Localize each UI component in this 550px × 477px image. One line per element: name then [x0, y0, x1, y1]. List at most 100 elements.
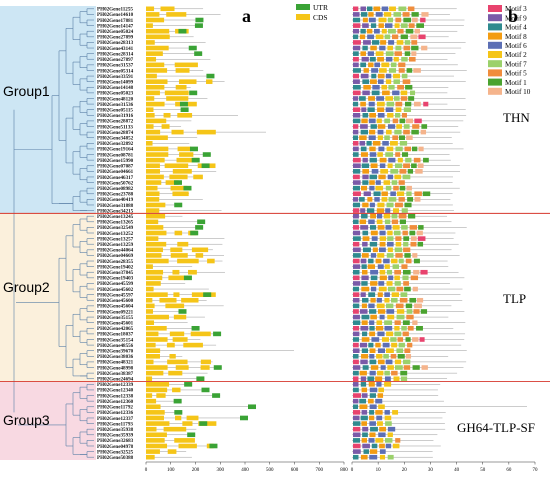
motif-block: [353, 454, 359, 460]
utr-block: [202, 152, 211, 157]
group3-label: Group3: [3, 412, 50, 428]
legend-motif-swatch: [488, 78, 502, 86]
motif-block: [404, 101, 412, 107]
motif-block: [398, 342, 405, 348]
motif-block: [384, 135, 390, 141]
utr-block: [209, 443, 218, 449]
motif-block: [398, 258, 404, 264]
motif-block: [403, 45, 411, 51]
motif-block: [378, 174, 386, 180]
axis-b-tick-label: 30: [428, 468, 434, 473]
motif-block: [353, 84, 361, 90]
motif-block: [370, 213, 377, 219]
motif-block: [369, 225, 377, 230]
axis-a-tick-label: 400: [241, 468, 249, 473]
motif-block: [418, 225, 424, 230]
motif-block: [353, 432, 361, 438]
motif-block: [391, 342, 398, 348]
motif-block: [390, 62, 397, 68]
gene-label: PH02Gene34852: [97, 136, 134, 142]
gene-label: PH02Gene18037: [97, 332, 134, 338]
motif-block: [385, 23, 393, 28]
motif-block: [384, 370, 390, 376]
motif-block: [413, 157, 421, 163]
motif-block: [362, 247, 371, 253]
motif-block: [386, 281, 393, 286]
motif-block: [353, 6, 359, 12]
motif-block: [412, 124, 420, 129]
motif-block: [394, 51, 402, 56]
motif-block: [406, 309, 413, 314]
cds-block: [146, 112, 155, 118]
legend-a: UTR CDS: [296, 3, 328, 22]
cds-block: [183, 342, 203, 348]
utr-block: [213, 365, 222, 370]
group2-label: Group2: [3, 279, 50, 295]
cds-block: [146, 432, 167, 438]
motif-block: [379, 45, 386, 51]
motif-block: [400, 376, 408, 382]
motif-block: [404, 286, 411, 292]
motif-block: [353, 191, 361, 197]
motif-block: [360, 6, 367, 12]
motif-block: [353, 281, 361, 286]
motif-block: [377, 309, 386, 314]
motif-block: [369, 129, 376, 135]
legend-motif-swatch: [488, 69, 502, 77]
motif-block: [401, 112, 407, 118]
motif-block: [394, 269, 401, 275]
motif-block: [379, 426, 387, 432]
motif-block: [353, 169, 361, 174]
utr-block: [189, 90, 198, 96]
motif-block: [369, 331, 376, 337]
motif-block: [375, 410, 383, 415]
gene-label: PH02Gene12336: [97, 410, 134, 416]
cds-block: [146, 421, 170, 426]
motif-block: [394, 320, 401, 325]
motif-block: [353, 230, 361, 236]
motif-block: [391, 180, 398, 185]
motif-block: [368, 62, 374, 68]
motif-block: [376, 415, 383, 421]
motif-block: [421, 45, 428, 51]
motif-block: [402, 12, 410, 17]
axis-b-tick-label: 0: [351, 468, 354, 473]
motif-block: [361, 56, 369, 62]
gene-label: PH02Gene37845: [97, 270, 134, 276]
group1-label: Group1: [3, 83, 50, 99]
motif-block: [353, 28, 360, 34]
motif-block: [371, 337, 380, 342]
motif-block: [407, 325, 414, 331]
motif-block: [353, 314, 360, 320]
cds-block: [146, 281, 161, 286]
motif-block: [387, 230, 393, 236]
motif-block: [376, 96, 385, 101]
motif-block: [398, 180, 405, 185]
gene-label: PH02Gene13257: [97, 236, 134, 242]
motif-block: [379, 241, 386, 247]
motif-block: [370, 275, 378, 281]
cds-block: [161, 124, 170, 129]
motif-block: [361, 264, 367, 269]
motif-block: [386, 331, 394, 337]
gene-label: PH02Gene39670: [97, 349, 134, 355]
group-dividers: [0, 212, 550, 382]
motif-block: [362, 236, 370, 241]
motif-block: [388, 40, 395, 45]
motif-block: [377, 370, 384, 376]
cds-block: [146, 23, 153, 28]
motif-block: [368, 96, 376, 101]
cds-block: [172, 337, 188, 342]
cds-block: [175, 415, 182, 421]
gene-label: PH02Gene14148: [97, 85, 134, 91]
motif-block: [363, 84, 371, 90]
cds-block: [146, 146, 169, 152]
motif-block: [353, 219, 359, 225]
motif-block: [377, 107, 385, 112]
legend-motif-swatch: [488, 87, 502, 95]
cds-block: [170, 185, 188, 191]
motif-block: [395, 17, 402, 23]
motif-block: [353, 325, 360, 331]
phylogenetic-tree: [13, 8, 94, 458]
motif-block: [377, 135, 383, 141]
